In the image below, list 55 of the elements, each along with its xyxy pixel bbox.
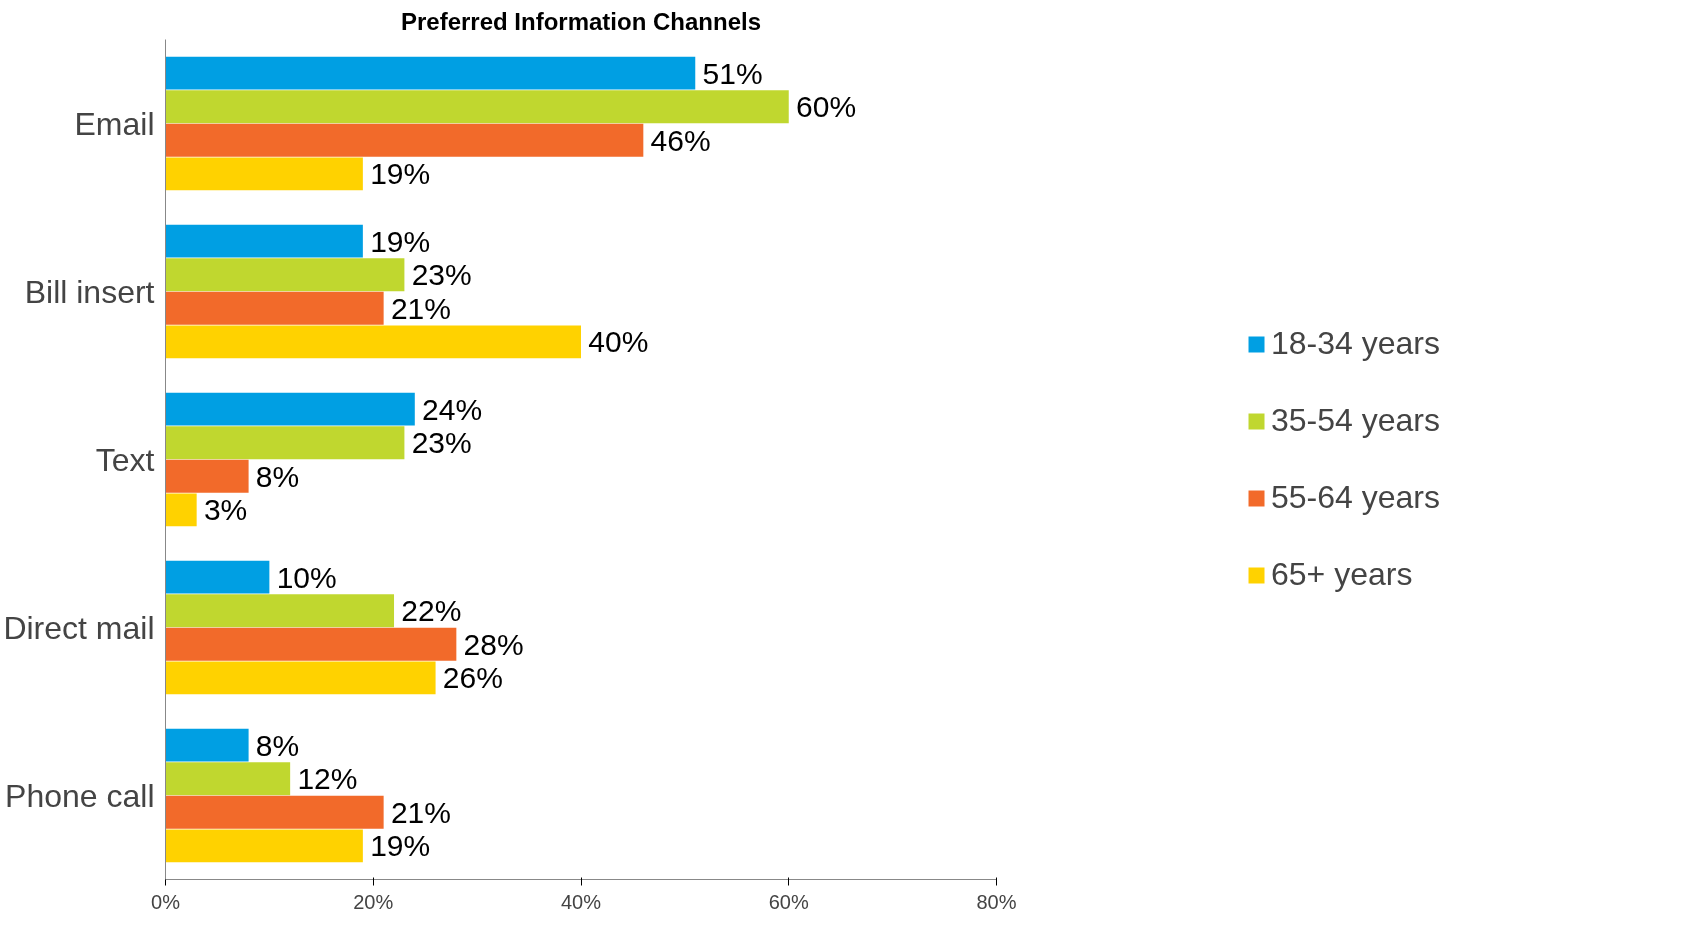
legend-label: 65+ years (1271, 556, 1413, 593)
bar (165, 56, 696, 90)
data-label: 22% (401, 594, 462, 628)
bar (165, 426, 405, 460)
data-label: 3% (203, 493, 248, 527)
x-tick-label: 20% (353, 890, 394, 913)
bar (165, 795, 384, 829)
data-label: 19% (370, 224, 431, 258)
y-tick-label: Text (95, 441, 155, 478)
bar (165, 123, 644, 157)
y-tick-label: Bill insert (24, 273, 155, 310)
data-label: 23% (411, 426, 472, 460)
bar (165, 459, 249, 493)
data-label: 24% (422, 392, 483, 426)
y-tick-label: Phone call (5, 777, 155, 814)
data-label: 26% (442, 661, 503, 695)
data-label: 60% (796, 90, 857, 124)
bar (165, 560, 270, 594)
bar (165, 291, 384, 325)
data-label: 40% (588, 325, 649, 359)
chart-title: Preferred Information Channels (400, 7, 762, 35)
data-label: 23% (411, 258, 472, 292)
bar (165, 829, 363, 863)
y-tick-label: Email (74, 105, 155, 142)
bar (165, 157, 363, 191)
data-label: 51% (702, 56, 763, 90)
data-label: 12% (297, 762, 358, 796)
legend-label: 35-54 years (1271, 402, 1440, 439)
bar (165, 224, 363, 258)
bar (165, 90, 789, 124)
bar (165, 493, 197, 527)
bar (165, 325, 581, 359)
data-label: 46% (650, 123, 711, 157)
data-label: 10% (276, 560, 337, 594)
data-label: 28% (463, 627, 524, 661)
data-label: 19% (370, 829, 431, 863)
bar (165, 627, 457, 661)
bar (165, 392, 415, 426)
x-tick-label: 80% (976, 890, 1017, 913)
data-label: 19% (370, 157, 431, 191)
bar (165, 728, 249, 762)
data-label: 8% (255, 728, 300, 762)
legend-label: 55-64 years (1271, 479, 1440, 516)
bar (165, 594, 395, 628)
x-tick-label: 0% (151, 890, 181, 913)
y-tick-label: Direct mail (3, 609, 155, 646)
data-label: 8% (255, 459, 300, 493)
bar (165, 258, 405, 292)
bar (165, 661, 436, 695)
data-label: 21% (390, 795, 451, 829)
data-label: 21% (390, 291, 451, 325)
legend-label: 18-34 years (1271, 325, 1440, 362)
bar (165, 762, 291, 796)
x-tick-label: 60% (768, 890, 809, 913)
x-tick-label: 40% (560, 890, 602, 913)
